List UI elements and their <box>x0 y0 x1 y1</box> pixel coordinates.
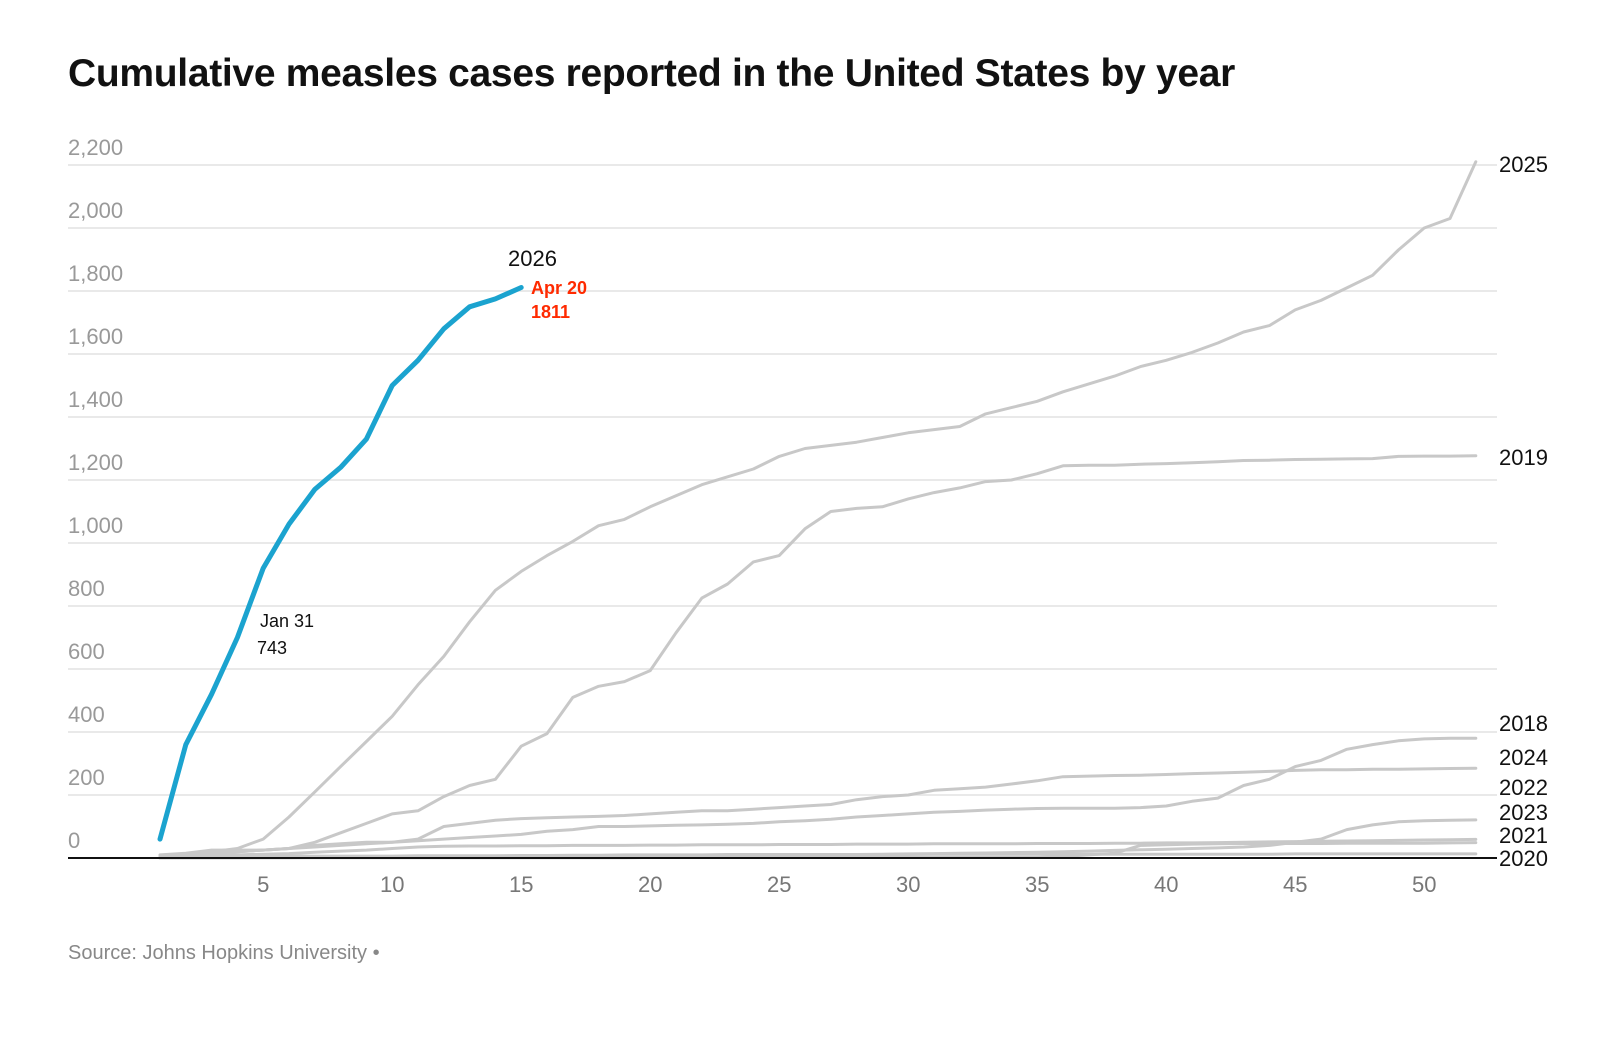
y-tick-label: 800 <box>68 576 105 601</box>
series-line-2020 <box>158 852 1478 859</box>
x-tick-label: 15 <box>509 872 533 897</box>
x-tick-label: 20 <box>638 872 662 897</box>
source-note: Source: Johns Hopkins University • <box>68 942 380 964</box>
series-label-2026: 2026 <box>508 246 557 271</box>
series-label-2025: 2025 <box>1499 152 1548 177</box>
series-label-2019: 2019 <box>1499 445 1548 470</box>
series-line-2026 <box>157 285 524 842</box>
y-tick-label: 2,000 <box>68 198 123 223</box>
series-line-2019 <box>158 454 1478 858</box>
annotation-date-latest: Apr 20 <box>531 278 587 298</box>
y-tick-label: 200 <box>68 765 105 790</box>
x-tick-label: 30 <box>896 872 920 897</box>
series-line-2025 <box>158 160 1478 858</box>
annotation-value-jan31: 743 <box>257 638 287 658</box>
chart-title: Cumulative measles cases reported in the… <box>68 52 1236 95</box>
series-label-2020: 2020 <box>1499 846 1548 871</box>
y-tick-label: 1,400 <box>68 387 123 412</box>
x-tick-label: 10 <box>380 872 404 897</box>
y-tick-label: 1,600 <box>68 324 123 349</box>
y-tick-label: 600 <box>68 639 105 664</box>
series-label-2024: 2024 <box>1499 745 1548 770</box>
series-label-2023: 2023 <box>1499 800 1548 825</box>
y-tick-label: 400 <box>68 702 105 727</box>
y-tick-label: 1,800 <box>68 261 123 286</box>
x-tick-label: 50 <box>1412 872 1436 897</box>
y-tick-label: 1,200 <box>68 450 123 475</box>
y-tick-label: 1,000 <box>68 513 123 538</box>
annotation-date-jan31: Jan 31 <box>260 611 314 631</box>
annotation-value-latest: 1811 <box>531 302 570 322</box>
y-tick-label: 2,200 <box>68 135 123 160</box>
y-tick-label: 0 <box>68 828 80 853</box>
series-label-2018: 2018 <box>1499 711 1548 736</box>
x-tick-label: 35 <box>1025 872 1049 897</box>
x-tick-label: 5 <box>257 872 269 897</box>
x-tick-label: 25 <box>767 872 791 897</box>
series-line-2024 <box>158 766 1478 857</box>
series-line-2018 <box>158 736 1478 858</box>
x-tick-label: 45 <box>1283 872 1307 897</box>
series-label-2022: 2022 <box>1499 775 1548 800</box>
series-label-2021: 2021 <box>1499 823 1548 848</box>
x-tick-label: 40 <box>1154 872 1178 897</box>
